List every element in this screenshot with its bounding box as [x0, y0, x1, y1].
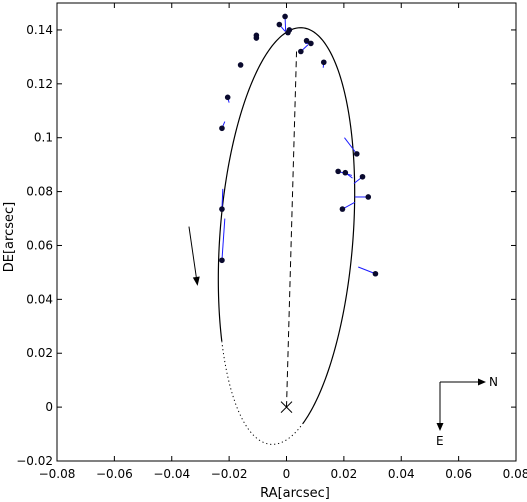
observation-point [372, 270, 379, 277]
y-ticks: −0.02 0 0.02 0.04 0.06 0.08 0.1 0.12 0.14 [16, 23, 516, 468]
observation-point [219, 206, 225, 212]
observation-points-layer [219, 13, 379, 277]
observation-point [237, 62, 244, 68]
motion-arrow-shaft [188, 226, 197, 278]
y-tick-label: 0.14 [26, 23, 53, 37]
x-tick-label: −0.06 [96, 467, 133, 481]
y-tick-label: −0.02 [16, 454, 53, 468]
primary-star-marker-b [280, 401, 293, 413]
observation-point [320, 59, 327, 66]
observation-point [365, 194, 372, 200]
observation-point [276, 21, 283, 28]
observation-point [335, 168, 341, 175]
residual-line [221, 218, 226, 261]
orbit-ellipse [217, 27, 356, 445]
observation-point [303, 37, 310, 44]
x-tick-label: 0.06 [445, 467, 472, 481]
x-tick-label: 0.04 [388, 467, 415, 481]
y-tick-label: 0 [45, 400, 53, 414]
motion-arrow-layer [188, 226, 200, 286]
x-tick-label: −0.04 [153, 467, 190, 481]
compass-east-label: E [436, 434, 444, 448]
orbit-layer [217, 27, 356, 446]
observation-point [308, 40, 314, 47]
residual-line [221, 188, 224, 210]
motion-arrowhead [192, 276, 200, 286]
observation-point [359, 173, 366, 180]
observation-point [219, 257, 225, 264]
y-tick-label: 0.04 [26, 292, 53, 306]
x-tick-label: 0 [283, 467, 291, 481]
residual-line [344, 137, 358, 155]
compass-east-arrowhead [436, 423, 444, 431]
observation-point [339, 206, 346, 212]
y-tick-label: 0.08 [26, 185, 53, 199]
x-ticks: −0.08 −0.06 −0.04 −0.02 0 0.02 0.04 0.06 0.08 [39, 3, 527, 481]
x-axis-label: RA[arcsec] [260, 486, 330, 501]
observation-point [253, 35, 260, 41]
y-axis-label: DE[arcsec] [2, 202, 17, 272]
observation-point [219, 125, 225, 132]
observation-point [298, 48, 304, 55]
x-tick-label: 0.02 [331, 467, 358, 481]
compass-north-arrowhead [478, 378, 486, 386]
line-of-nodes-layer [286, 51, 298, 408]
observation-point [285, 29, 291, 36]
y-tick-label: 0.06 [26, 238, 53, 252]
compass: N E [436, 375, 498, 448]
y-tick-label: 0.1 [34, 131, 53, 145]
observation-point [282, 13, 288, 20]
observation-point [353, 151, 360, 157]
orbit-dotted-mask [220, 340, 304, 446]
observation-point [342, 169, 349, 176]
x-tick-label: 0.08 [503, 467, 527, 481]
x-tick-label: −0.08 [39, 467, 76, 481]
line-of-nodes [286, 51, 298, 408]
y-tick-label: 0.02 [26, 346, 53, 360]
primary-star-layer [280, 401, 293, 413]
observation-point [224, 94, 231, 101]
y-tick-label: 0.12 [26, 77, 53, 91]
orbit-dotted-arc [221, 341, 304, 445]
residual-line [358, 266, 376, 275]
compass-north-label: N [489, 375, 498, 389]
x-tick-label: −0.02 [211, 467, 248, 481]
